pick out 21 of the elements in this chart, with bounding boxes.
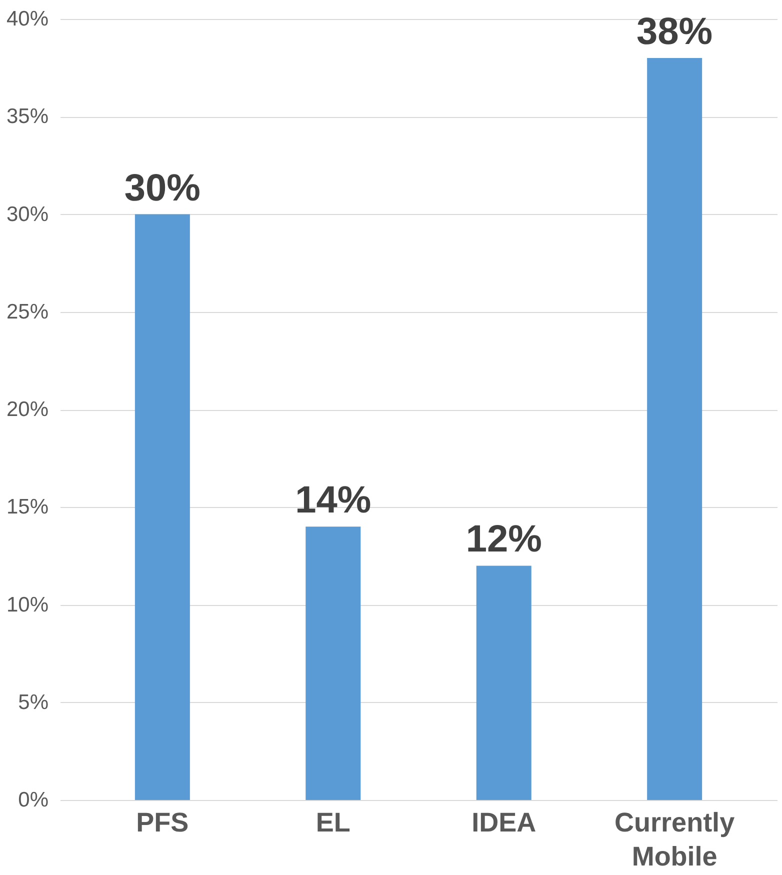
x-tick-label: PFS (136, 808, 189, 838)
y-tick-label: 35% (6, 105, 48, 128)
data-label: 38% (636, 11, 713, 54)
data-label: 30% (124, 167, 200, 210)
bar (306, 526, 361, 800)
y-tick-label: 15% (6, 496, 48, 519)
y-tick-label: 30% (6, 202, 48, 226)
y-tick-label: 25% (6, 300, 48, 324)
data-label: 14% (295, 480, 372, 522)
x-tick-label: IDEA (472, 808, 536, 838)
bar (647, 58, 702, 800)
y-tick-label: 20% (6, 398, 48, 421)
y-tick-label: 40% (6, 8, 48, 30)
data-label: 12% (466, 518, 542, 561)
y-tick-label: 0% (18, 788, 48, 812)
x-tick-label: Currently Mobile (614, 808, 735, 872)
y-tick-label: 5% (18, 690, 48, 714)
bar (476, 566, 532, 800)
bar (134, 214, 190, 800)
y-tick-label: 10% (6, 593, 48, 616)
x-tick-label: EL (316, 808, 350, 838)
